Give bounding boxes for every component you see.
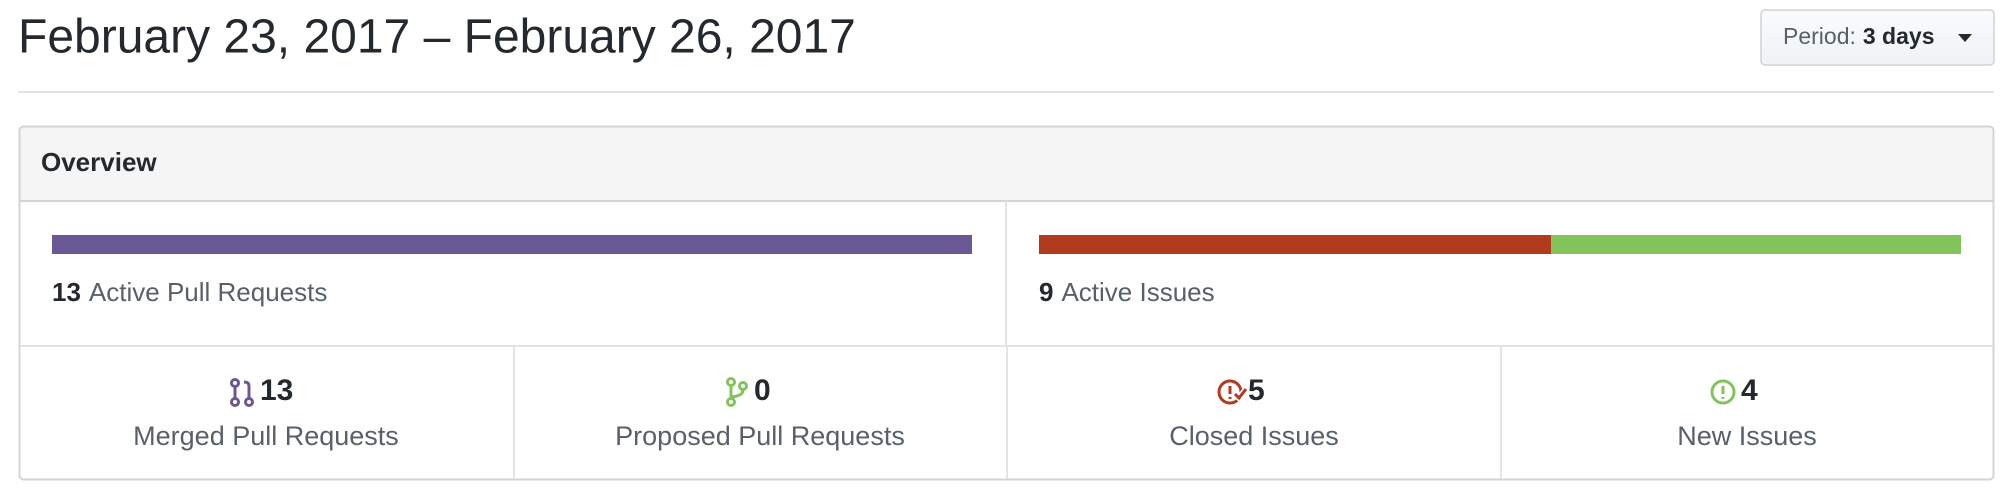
bar-segment <box>1551 235 1961 254</box>
icon-part <box>233 380 251 398</box>
stat-icon <box>726 377 748 407</box>
active-prs-count: 13 <box>52 277 81 307</box>
period-label[interactable]: Period: <box>1783 23 1856 49</box>
icon-part <box>230 397 240 407</box>
overview-header <box>20 127 1993 201</box>
period-button[interactable]: Period: 3 days <box>1760 9 1995 66</box>
stat-count: 13 <box>260 374 293 407</box>
page-title: February 23, 2017 – February 26, 2017 <box>18 11 856 64</box>
stat-icon <box>1217 379 1249 405</box>
icon-part <box>738 381 748 391</box>
stat-label: New Issues <box>1677 421 1817 451</box>
caret[interactable] <box>1958 34 1972 42</box>
bar-segment <box>52 235 972 254</box>
period-value[interactable]: 3 days <box>1863 23 1935 49</box>
active-issues-label: Active Issues <box>1061 277 1214 307</box>
stat-label: Closed Issues <box>1169 421 1339 451</box>
stat-icon <box>1710 379 1736 405</box>
period-text[interactable]: Period: 3 days <box>1783 23 1934 49</box>
bar-segment <box>1039 235 1552 254</box>
stat-count: 0 <box>754 374 771 407</box>
icon-part <box>230 378 240 388</box>
stat-count: 4 <box>1741 374 1758 407</box>
stat-icon <box>230 378 254 407</box>
active-prs-label: Active Pull Requests <box>89 277 327 307</box>
active-prs: 13 Active Pull Requests <box>52 277 327 307</box>
icon-part <box>1233 388 1248 401</box>
stat-count: 5 <box>1248 374 1265 407</box>
stat-label: Merged Pull Requests <box>133 421 399 451</box>
stat-label: Proposed Pull Requests <box>615 421 905 451</box>
overview-title: Overview <box>41 147 157 177</box>
icon-part <box>1710 379 1736 405</box>
active-issues: 9 Active Issues <box>1039 277 1215 307</box>
icon-part <box>726 397 736 407</box>
icon-part <box>244 397 254 407</box>
button-frame[interactable] <box>1760 9 1995 66</box>
active-issues-count: 9 <box>1039 277 1053 307</box>
icon-part <box>729 386 745 399</box>
icon-part <box>726 377 736 387</box>
